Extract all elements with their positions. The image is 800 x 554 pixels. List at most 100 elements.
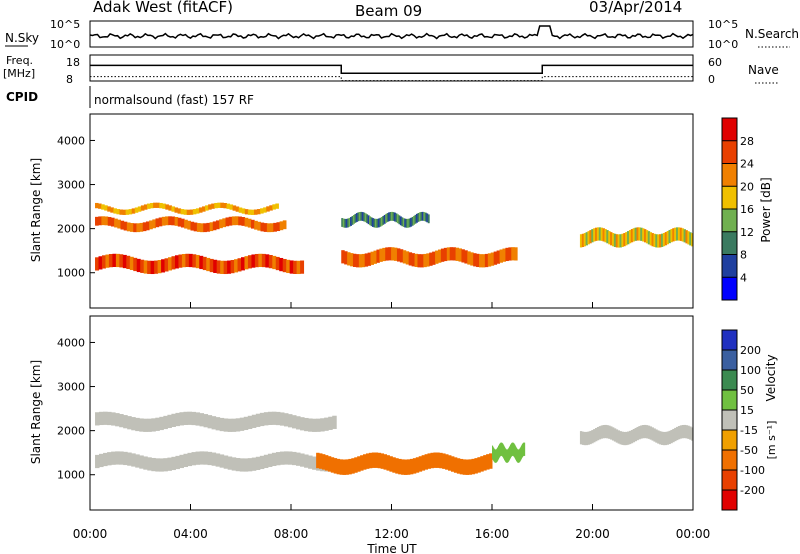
echo-cell [95, 202, 99, 209]
echo-cell [634, 427, 637, 442]
echo-cell [659, 234, 662, 248]
echo-cell [502, 444, 504, 458]
echo-cell [270, 223, 274, 233]
echo-cell [598, 426, 602, 440]
colorbar-swatch [722, 470, 737, 490]
echo-cell [470, 252, 474, 266]
echo-cell [227, 456, 233, 470]
echo-cell [510, 443, 512, 458]
echo-cell [430, 452, 434, 469]
echo-cell [181, 253, 186, 268]
cpid-text: normalsound (fast) 157 RF [94, 93, 254, 107]
echo-cell [347, 218, 350, 228]
echo-cell [512, 442, 514, 456]
echo-cell [581, 233, 585, 248]
power-colorbar-label: Power [dB] [759, 177, 773, 242]
velocity-data [95, 411, 694, 475]
echo-cell [585, 431, 588, 446]
echo-cell [423, 253, 427, 268]
echo-cell [175, 412, 180, 427]
echo-cell [412, 458, 417, 474]
echo-cell [522, 443, 524, 457]
echo-cell [123, 451, 128, 466]
echo-cell [415, 213, 418, 223]
echo-cell [352, 253, 357, 267]
echo-cell [383, 454, 387, 470]
freq-ytick-right-top: 60 [708, 56, 722, 69]
echo-cell [689, 426, 692, 440]
echo-cell [613, 428, 617, 442]
echo-cell [217, 202, 221, 208]
echo-cell [345, 459, 349, 475]
colorbar-swatch [722, 390, 737, 410]
echo-cell [610, 232, 613, 246]
echo-cell [207, 451, 213, 466]
echo-cell [279, 257, 284, 272]
ytick-label: 3000 [57, 381, 85, 394]
echo-cell [263, 207, 267, 213]
echo-cell [296, 260, 301, 275]
echo-cell [223, 260, 228, 275]
echo-cell [203, 223, 207, 233]
echo-cell [107, 411, 112, 426]
echo-cell [134, 207, 139, 213]
echo-cell [275, 411, 281, 426]
echo-cell [501, 442, 503, 456]
echo-cell [662, 431, 666, 446]
echo-cell [589, 430, 592, 445]
echo-cell [327, 456, 332, 472]
echo-cell [219, 454, 225, 468]
echo-cell [126, 222, 131, 232]
echo-cell [324, 455, 329, 471]
echo-cell [178, 254, 183, 268]
echo-cell [493, 251, 498, 265]
echo-cell [442, 453, 446, 469]
echo-cell [223, 455, 229, 469]
echo-cell [363, 454, 367, 470]
echo-cell [591, 430, 594, 444]
echo-cell [155, 417, 160, 431]
echo-cell [225, 217, 230, 227]
echo-cell [365, 453, 370, 469]
echo-cell [483, 455, 487, 471]
echo-cell [122, 254, 127, 269]
echo-cell [135, 454, 140, 468]
echo-cell [104, 216, 109, 226]
echo-cell [195, 254, 200, 269]
echo-cell [426, 253, 430, 267]
xtick-label: 08:00 [274, 527, 309, 541]
echo-cell [244, 256, 249, 270]
echo-cell [623, 431, 626, 446]
echo-cell [380, 216, 383, 226]
echo-cell [379, 217, 382, 227]
echo-cell [386, 213, 389, 222]
echo-cell [672, 228, 675, 242]
echo-cell [446, 247, 451, 261]
echo-cell [418, 456, 423, 472]
echo-cell [455, 247, 459, 261]
echo-cell [220, 260, 225, 274]
echo-cell [206, 222, 211, 232]
echo-cell [143, 418, 148, 432]
echo-cell [628, 430, 632, 445]
echo-cell [183, 453, 188, 468]
xtick-label: 00:00 [676, 527, 711, 541]
echo-cell [282, 220, 287, 230]
echo-cell [598, 227, 602, 241]
echo-cell [645, 425, 649, 439]
echo-cell [513, 443, 515, 457]
echo-cell [596, 227, 600, 241]
echo-cell [583, 233, 587, 247]
echo-cell [184, 219, 188, 229]
echo-cell [113, 208, 117, 214]
echo-cell [286, 259, 291, 274]
echo-cell [655, 234, 658, 248]
echo-cell [685, 425, 688, 439]
echo-cell [520, 445, 522, 460]
echo-cell [130, 223, 134, 232]
echo-cell [352, 214, 355, 224]
echo-cell [348, 217, 351, 227]
echo-band [95, 202, 279, 215]
echo-cell [143, 204, 148, 210]
echo-cell [627, 231, 630, 245]
